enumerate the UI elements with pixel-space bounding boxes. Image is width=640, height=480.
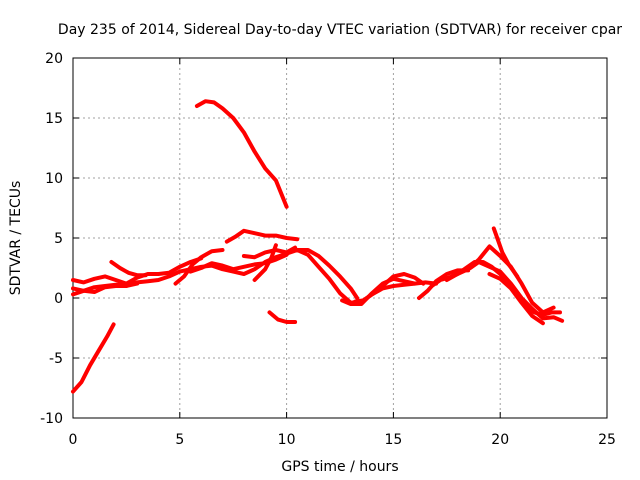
x-tick-label: 15 xyxy=(384,432,402,448)
x-tick-label: 5 xyxy=(175,432,184,448)
series-line-arc-15 xyxy=(353,272,426,304)
series-line-arc-5 xyxy=(109,260,148,278)
x-tick-label: 25 xyxy=(598,432,616,448)
series-line-arc-9 xyxy=(224,228,300,244)
series-line-arc-13 xyxy=(293,248,360,300)
y-tick-label: 10 xyxy=(45,171,63,187)
chart-title: Day 235 of 2014, Sidereal Day-to-day VTE… xyxy=(58,22,622,38)
axis-ticks: 0 5 10 15 20 25 -10 -5 0 5 10 15 20 xyxy=(40,51,616,448)
series-line-arc-11 xyxy=(252,243,278,282)
series-line-arc-20 xyxy=(491,226,520,279)
x-tick-label: 10 xyxy=(278,432,296,448)
series-line-arc-6 xyxy=(173,248,225,286)
series-group xyxy=(71,99,565,394)
series-line-arc-8 xyxy=(194,99,289,209)
series-line-arc-19 xyxy=(468,260,565,323)
y-tick-label: 5 xyxy=(54,231,63,247)
series-line-arc-3 xyxy=(71,256,204,286)
y-tick-label: 15 xyxy=(45,111,63,127)
y-axis-label: SDTVAR / TECUs xyxy=(8,181,24,296)
grid xyxy=(73,58,607,418)
y-tick-label: 0 xyxy=(54,291,63,307)
series-line-arc-12 xyxy=(267,310,298,324)
series-line-arc-21 xyxy=(487,272,545,326)
series-line-arc-18 xyxy=(444,244,556,315)
y-tick-label: 20 xyxy=(45,51,63,67)
x-axis-label: GPS time / hours xyxy=(281,459,398,475)
series-line-arc-10 xyxy=(241,245,298,260)
x-tick-label: 0 xyxy=(69,432,78,448)
x-tick-label: 20 xyxy=(491,432,509,448)
y-tick-label: -10 xyxy=(40,411,63,427)
series-line-arc-1 xyxy=(71,322,116,394)
series-line-arc-4 xyxy=(71,281,140,297)
y-tick-label: -5 xyxy=(49,351,63,367)
